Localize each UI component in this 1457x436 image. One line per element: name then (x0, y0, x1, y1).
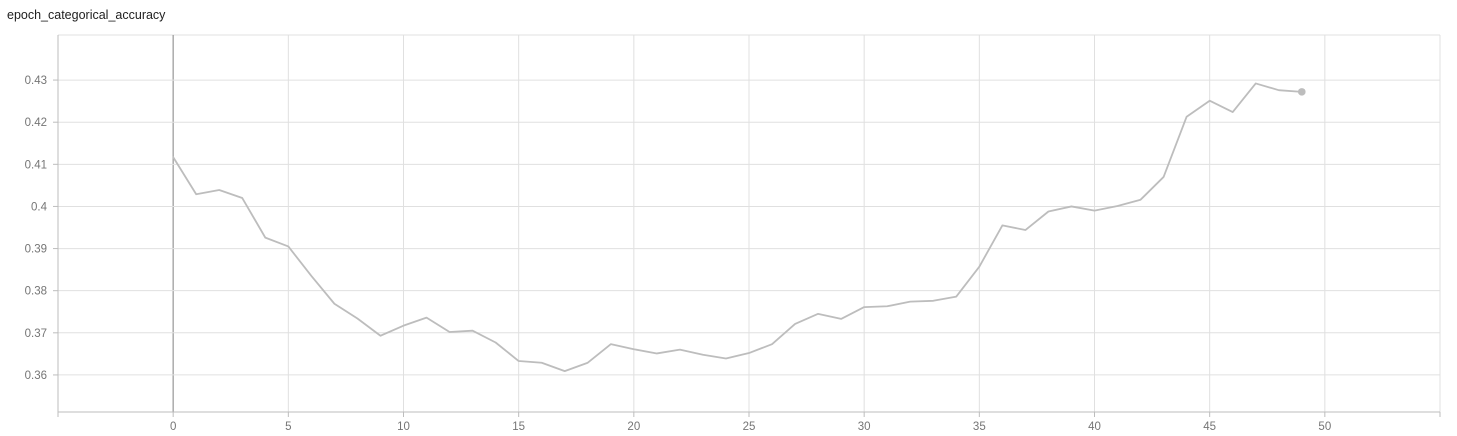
tick-labels: 0 5 10 15 20 25 30 35 40 45 50 0.36 0.37 0.38 0.39 0.4 0… (25, 75, 1332, 433)
gridlines (58, 34, 1441, 412)
series-line (172, 82, 1303, 373)
series-end-point (1298, 88, 1306, 96)
x-tick-label: 20 (627, 421, 640, 433)
x-tick-label: 40 (1088, 421, 1101, 433)
x-tick-label: 5 (285, 421, 291, 433)
y-tick-label: 0.36 (25, 370, 47, 382)
y-tick-label: 0.39 (25, 244, 47, 256)
x-tick-label: 35 (973, 421, 986, 433)
y-tick-label: 0.37 (25, 328, 47, 340)
x-tick-label: 25 (743, 421, 756, 433)
chart-title: epoch_categorical_accuracy (7, 8, 166, 22)
x-tick-label: 30 (858, 421, 871, 433)
x-tick-label: 15 (512, 421, 525, 433)
y-tick-label: 0.38 (25, 286, 47, 298)
x-tick-label: 45 (1203, 421, 1216, 433)
x-tick-label: 50 (1318, 421, 1331, 433)
axes (53, 35, 1441, 417)
y-tick-label: 0.43 (25, 75, 47, 87)
x-tick-label: 10 (397, 421, 410, 433)
y-tick-label: 0.42 (25, 117, 47, 129)
y-tick-label: 0.4 (31, 201, 48, 213)
y-tick-label: 0.41 (25, 159, 47, 171)
x-tick-label: 0 (170, 421, 176, 433)
series (172, 82, 1306, 373)
